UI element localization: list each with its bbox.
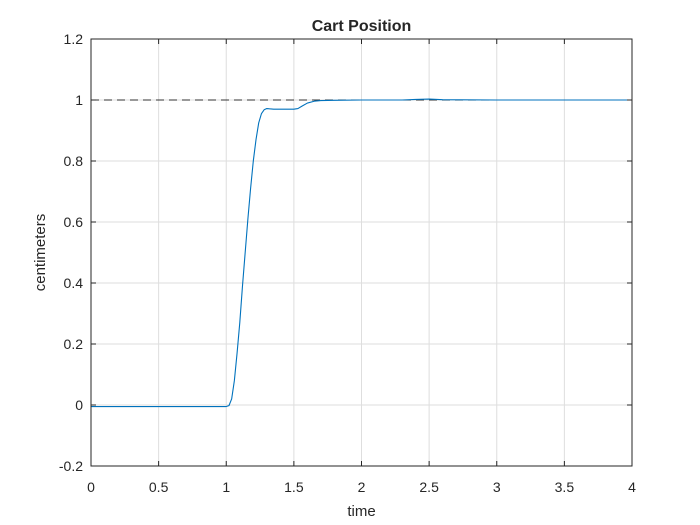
y-tick-label: -0.2 — [59, 458, 83, 474]
x-tick-labels: 0 0.5 1 1.5 2 2.5 3 3.5 4 — [87, 479, 636, 495]
y-tick-label: 0.2 — [64, 336, 84, 352]
y-tick-label: 0 — [75, 397, 83, 413]
x-tick-label: 0 — [87, 479, 95, 495]
ticks — [90, 38, 633, 467]
y-tick-labels: -0.2 0 0.2 0.4 0.6 0.8 1 1.2 — [59, 31, 83, 474]
y-axis-label: centimeters — [32, 214, 49, 292]
y-tick-label: 0.4 — [64, 275, 84, 291]
x-tick-label: 0.5 — [149, 479, 169, 495]
x-axis-label: time — [347, 503, 375, 520]
x-tick-label: 3.5 — [555, 479, 575, 495]
x-tick-label: 3 — [493, 479, 501, 495]
series-layer — [91, 98, 632, 408]
position-line — [91, 98, 632, 408]
x-tick-label: 2 — [358, 479, 366, 495]
x-tick-label: 1.5 — [284, 479, 304, 495]
x-tick-label: 2.5 — [419, 479, 439, 495]
y-tick-label: 1 — [75, 92, 83, 108]
y-tick-label: 0.6 — [64, 214, 84, 230]
x-tick-label: 4 — [628, 479, 636, 495]
y-tick-label: 0.8 — [64, 153, 84, 169]
y-tick-label: 1.2 — [64, 31, 84, 47]
x-tick-label: 1 — [222, 479, 230, 495]
chart-title: Cart Position — [312, 18, 412, 35]
